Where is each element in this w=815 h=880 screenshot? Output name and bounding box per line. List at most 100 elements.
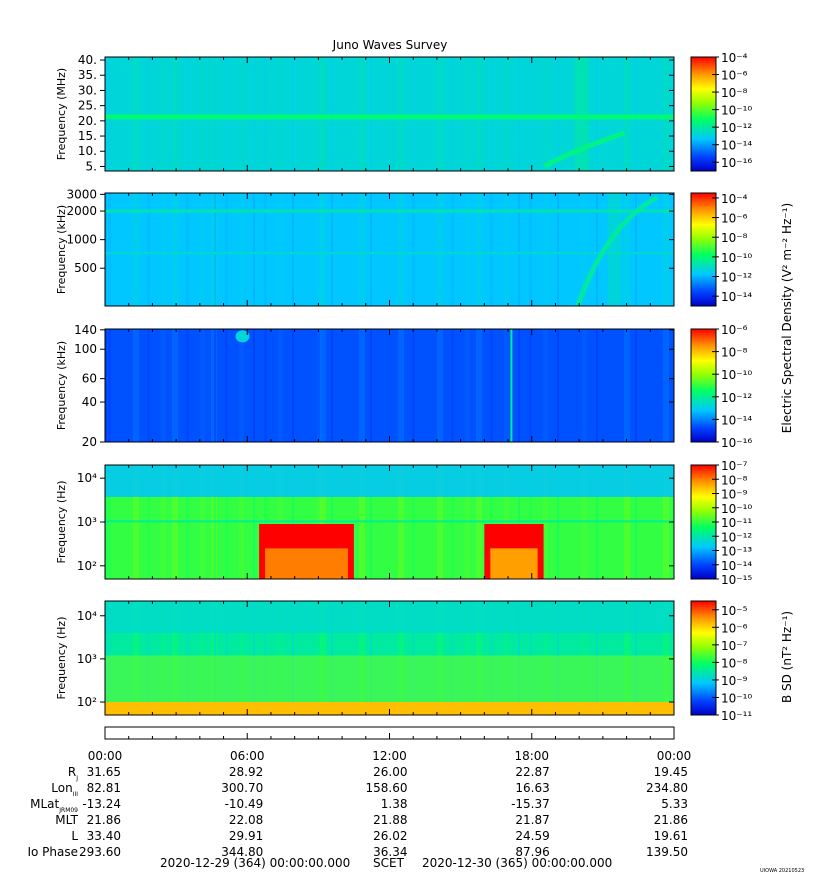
- spectrogram-texture: [105, 193, 107, 306]
- spectrogram-texture: [211, 193, 217, 306]
- spectrogram-texture: [147, 57, 150, 171]
- electric-colorbar-label: Electric Spectral Density (V² m⁻² Hz⁻¹): [780, 203, 794, 433]
- time-tick-label: 12:00: [372, 749, 407, 763]
- credit-label: UIOWA 20210523: [760, 868, 804, 874]
- spectrogram-texture: [529, 57, 532, 171]
- ephemeris-label: RJ: [68, 765, 78, 782]
- spectrogram-texture: [345, 193, 349, 306]
- spectrogram-texture: [147, 193, 150, 306]
- colorbar-tick-label: 10⁻⁷: [721, 639, 748, 653]
- colorbar-tick-label: 10⁻⁶: [721, 212, 748, 226]
- ephemeris-value: 87.96: [515, 845, 549, 859]
- ephemeris-value: 21.86: [87, 813, 121, 827]
- ephemeris-value: 344.80: [221, 845, 263, 859]
- ephemeris-value: 33.40: [87, 829, 121, 843]
- spectrogram-texture: [624, 57, 630, 171]
- y-tick-label: 60: [82, 372, 97, 386]
- spectrogram-line: [510, 329, 513, 442]
- ephemeris-value: 26.00: [373, 765, 407, 779]
- spectrogram-texture: [225, 329, 228, 442]
- y-tick-label: 15.: [78, 129, 97, 143]
- spectrogram-texture: [476, 193, 482, 306]
- colorbar-tick-label: 10⁻⁸: [721, 231, 748, 245]
- spectrogram-texture: [437, 193, 443, 306]
- spectrogram-texture: [133, 57, 139, 171]
- y-tick-label: 2000: [66, 204, 97, 218]
- ephemeris-value: 26.02: [373, 829, 407, 843]
- spectrogram-texture: [370, 57, 372, 171]
- spectrogram-texture: [384, 193, 388, 306]
- spectrogram-texture: [264, 57, 267, 171]
- spectrogram-texture: [649, 193, 653, 306]
- spectrogram-texture: [557, 57, 559, 171]
- colorbar-tick-label: 10⁻⁹: [721, 674, 748, 688]
- spectrogram-texture: [663, 193, 669, 306]
- ephemeris-value: 158.60: [366, 781, 408, 795]
- spectrogram-texture: [331, 193, 333, 306]
- spectrogram-texture: [239, 57, 244, 171]
- spectrogram-band: [105, 252, 674, 255]
- spectrogram-burst: [575, 194, 659, 307]
- spectrogram-texture: [239, 329, 244, 442]
- ephemeris-value: 300.70: [221, 781, 263, 795]
- spectrogram-panel-3: 140 100 60 40 20 Frequency (kHz) 10⁻⁶ 10⁻⁸ 10⁻¹⁰…: [55, 323, 752, 450]
- spectrogram-texture: [253, 329, 255, 442]
- colorbar-tick-label: 10⁻⁶: [721, 323, 748, 337]
- colorbar-tick-label: 10⁻⁵: [721, 604, 748, 618]
- ephemeris-value: 24.59: [515, 829, 549, 843]
- colorbar-tick-label: 10⁻⁸: [721, 656, 748, 670]
- colorbar-tick-label: 10⁻¹⁰: [721, 691, 752, 705]
- colorbar-tick-label: 10⁻¹⁵: [721, 573, 752, 587]
- spectrogram-texture: [317, 329, 322, 442]
- spectrogram-texture: [172, 57, 178, 171]
- spectrogram-panel-5: 10⁴ 10³ 10² Frequency (Hz) 10⁻⁵ 10⁻⁶ 10⁻⁷ 10⁻⁸ 1…: [55, 600, 752, 723]
- spectrogram-texture: [186, 329, 189, 442]
- colorbar: [690, 600, 717, 716]
- y-tick-label: 3000: [66, 187, 97, 201]
- spectrogram-texture: [186, 193, 189, 306]
- spectrogram-texture: [267, 57, 271, 171]
- ephemeris-value: 31.65: [87, 765, 121, 779]
- ephemeris-value: 36.34: [373, 845, 407, 859]
- spectrogram-texture: [412, 193, 415, 306]
- spectrogram-panel-4: 10⁴ 10³ 10² Frequency (Hz) 10⁻⁷10⁻⁸10⁻⁹10⁻¹⁰…: [55, 459, 752, 587]
- spectrogram-texture: [635, 193, 637, 306]
- spectrogram-burst-column: [607, 193, 622, 306]
- spectrogram-texture: [370, 329, 372, 442]
- spectrogram-texture: [200, 329, 205, 442]
- y-tick-label: 10²: [77, 695, 97, 709]
- spectrogram-texture: [292, 329, 294, 442]
- spectrogram-texture: [306, 193, 310, 306]
- y-tick-label: 10⁴: [77, 609, 97, 623]
- ephemeris-label-subscript: JRM09: [58, 807, 78, 814]
- ephemeris-value: 21.87: [515, 813, 549, 827]
- spectrogram-texture: [635, 57, 637, 171]
- spectrogram-texture: [161, 329, 166, 442]
- ephemeris-value: 21.88: [373, 813, 407, 827]
- spectrogram-texture: [172, 329, 178, 442]
- spectrogram-texture: [320, 193, 326, 306]
- spectrogram-texture: [437, 57, 443, 171]
- y-tick-label: 500: [74, 261, 97, 275]
- ephemeris-value: -10.49: [225, 797, 264, 811]
- y-tick-label: 20.: [78, 114, 97, 128]
- spectrogram-texture: [649, 329, 653, 442]
- spectrogram-texture: [158, 193, 162, 306]
- spectrogram-texture: [596, 329, 598, 442]
- spectrogram-panel-1: 40.35.30. 25.20.15.10.5. Frequency (MHz) 10…: [55, 51, 752, 173]
- spectrogram-band: [105, 209, 674, 213]
- spectrogram-storm-core: [265, 548, 348, 579]
- spectrogram-texture: [412, 57, 415, 171]
- spectrogram-texture: [557, 329, 559, 442]
- spectrogram-texture: [133, 329, 139, 442]
- spectrogram-texture: [596, 57, 598, 171]
- spectrogram-texture: [359, 193, 365, 306]
- spectrogram-band: [105, 520, 674, 523]
- spectrogram-texture: [225, 57, 228, 171]
- spectrogram-texture: [278, 329, 283, 442]
- ephemeris-value: 1.38: [381, 797, 408, 811]
- colorbar-tick-label: 10⁻¹¹: [721, 709, 752, 723]
- spectrogram-texture: [105, 329, 107, 442]
- spectrogram-texture: [359, 329, 365, 442]
- spectrogram-texture: [253, 57, 255, 171]
